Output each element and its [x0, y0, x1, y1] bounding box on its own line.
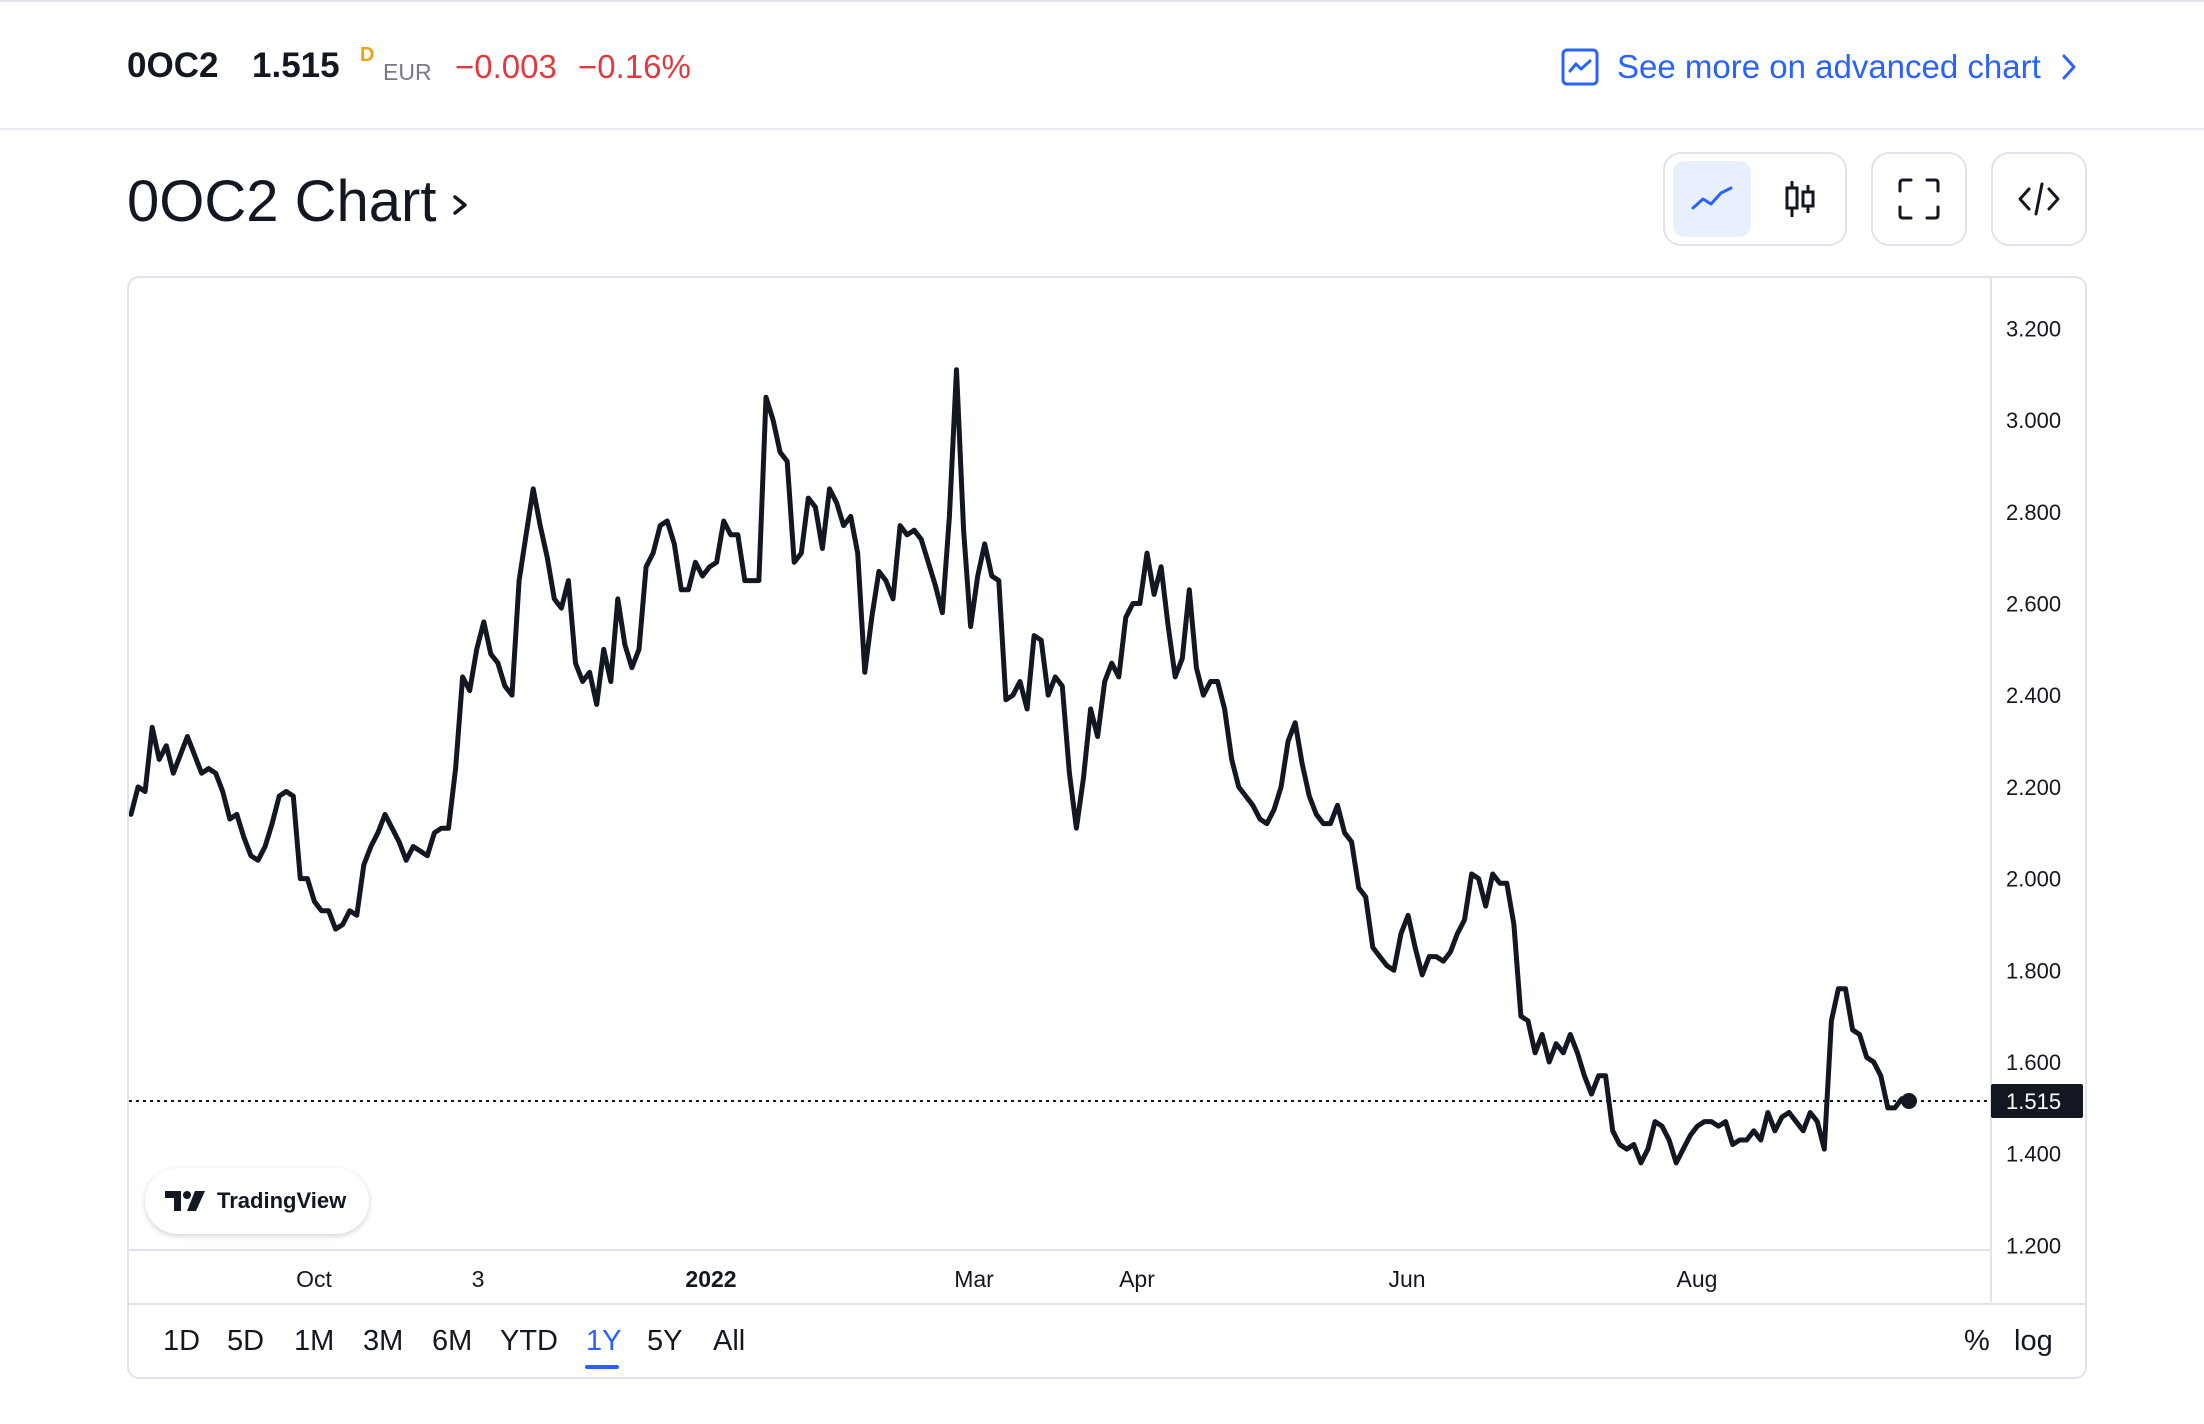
- range-button-ytd[interactable]: YTD: [500, 1325, 558, 1357]
- price-change-percent: −0.16%: [578, 48, 691, 85]
- last-price: 1.515: [252, 46, 340, 85]
- last-price-label: 1.515: [2006, 1089, 2061, 1114]
- quote-header: 0OC2 1.515 D EUR −0.003 −0.16% See more …: [0, 2, 2204, 130]
- chart-panel: 3.200 3.000 2.800 2.600 2.400 2.200 2.000 1.800…: [127, 276, 2087, 1379]
- symbol-label: 0OC2: [127, 46, 219, 85]
- y-tick-label: 1.400: [2006, 1142, 2061, 1167]
- last-price-marker: [1901, 1092, 1917, 1109]
- range-button-1m[interactable]: 1M: [294, 1325, 335, 1357]
- y-tick-label: 1.200: [2006, 1233, 2061, 1258]
- x-tick-label: Jun: [1388, 1266, 1425, 1292]
- x-tick-label: Aug: [1677, 1266, 1718, 1292]
- top-border: [0, 0, 2204, 2]
- x-tick-label: 3: [472, 1266, 485, 1292]
- active-range-underline: [585, 1365, 619, 1369]
- fullscreen-icon: [1898, 178, 1940, 220]
- y-tick-label: 1.800: [2006, 958, 2061, 983]
- x-tick-label: Oct: [296, 1266, 332, 1292]
- x-tick-label: Mar: [954, 1266, 994, 1292]
- price-change: −0.003: [455, 48, 557, 85]
- chart-title[interactable]: 0OC2 Chart: [127, 169, 437, 234]
- x-tick-label: 2022: [685, 1266, 736, 1292]
- chevron-right-icon: [2062, 54, 2076, 80]
- chart-box-icon: [1561, 48, 1599, 86]
- y-tick-label: 3.000: [2006, 408, 2061, 433]
- code-icon: [2018, 182, 2060, 216]
- percent-scale-button[interactable]: %: [1964, 1325, 1990, 1357]
- price-chart[interactable]: 3.200 3.000 2.800 2.600 2.400 2.200 2.000 1.800…: [129, 278, 2085, 1377]
- log-scale-button[interactable]: log: [2014, 1325, 2053, 1357]
- range-button-1y[interactable]: 1Y: [586, 1325, 622, 1357]
- last-price-label-bg: [1991, 1083, 2083, 1118]
- fullscreen-button[interactable]: [1880, 161, 1958, 237]
- currency-label: EUR: [383, 59, 432, 85]
- candlestick-icon: [1785, 181, 1815, 217]
- line-chart-button[interactable]: [1673, 161, 1751, 237]
- tradingview-label: TradingView: [217, 1188, 347, 1213]
- embed-group: [1991, 152, 2087, 246]
- line-chart-icon: [1691, 186, 1733, 210]
- tradingview-badge[interactable]: TradingView: [145, 1168, 369, 1234]
- range-button-1d[interactable]: 1D: [163, 1325, 201, 1357]
- y-tick-label: 1.600: [2006, 1050, 2061, 1075]
- fullscreen-group: [1871, 152, 1967, 246]
- range-button-5d[interactable]: 5D: [227, 1325, 265, 1357]
- y-tick-label: 2.800: [2006, 500, 2061, 525]
- range-button-all[interactable]: All: [713, 1325, 746, 1357]
- y-tick-label: 3.200: [2006, 316, 2061, 341]
- range-button-6m[interactable]: 6M: [432, 1325, 473, 1357]
- price-series-line: [129, 367, 1912, 1166]
- y-tick-label: 2.400: [2006, 683, 2061, 708]
- range-selector: 1D 5D 1M 3M 6M YTD 1Y 5Y All% log: [129, 1303, 2085, 1377]
- y-tick-label: 2.600: [2006, 592, 2061, 617]
- chart-style-toggle: [1663, 152, 1847, 246]
- y-tick-label: 2.200: [2006, 775, 2061, 800]
- chevron-right-icon[interactable]: [452, 186, 470, 224]
- advanced-chart-link[interactable]: See more on advanced chart: [1560, 42, 2079, 92]
- tradingview-logo-icon: [165, 1191, 205, 1211]
- range-button-5y[interactable]: 5Y: [647, 1325, 683, 1357]
- delayed-flag: D: [360, 44, 375, 66]
- x-tick-label: Apr: [1119, 1266, 1155, 1292]
- candles-button[interactable]: [1761, 161, 1839, 237]
- advanced-chart-link-label: See more on advanced chart: [1617, 48, 2041, 85]
- embed-button[interactable]: [2000, 161, 2078, 237]
- y-tick-label: 2.000: [2006, 867, 2061, 892]
- range-button-3m[interactable]: 3M: [363, 1325, 404, 1357]
